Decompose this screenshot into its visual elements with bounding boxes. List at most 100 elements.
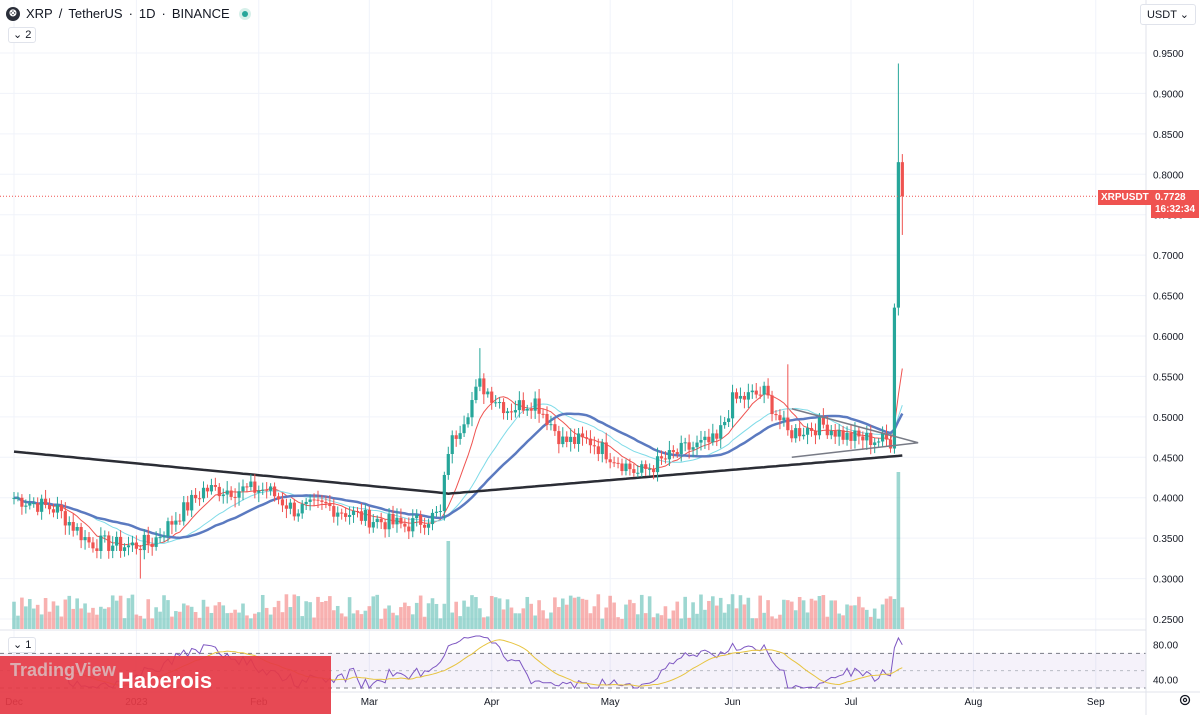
candle-body	[253, 481, 257, 493]
candle-body	[446, 454, 450, 475]
indicator-toggle[interactable]: ⌄ 2	[8, 27, 37, 43]
candle-body	[430, 512, 435, 525]
exchange: BINANCE	[171, 6, 230, 21]
volume-bar	[628, 599, 632, 629]
candle-body	[655, 456, 660, 473]
volume-bar	[707, 600, 711, 629]
candle-body	[32, 503, 36, 505]
volume-bar	[691, 602, 695, 629]
volume-bar	[738, 595, 743, 629]
interval[interactable]: 1D	[138, 6, 156, 21]
volume-bar	[857, 596, 861, 629]
candle-body	[419, 514, 423, 525]
volume-bar	[174, 611, 178, 629]
candle-body	[186, 502, 190, 511]
candle-body	[604, 442, 608, 460]
symbol-price-tag: XRPUSDT	[1098, 190, 1152, 205]
volume-bar	[868, 616, 873, 629]
price-tick-label: 0.4000	[1153, 494, 1184, 505]
volume-bar	[872, 608, 877, 629]
volume-bar	[130, 594, 135, 629]
volume-bar	[505, 599, 510, 629]
volume-bar	[572, 597, 577, 629]
candle-body	[462, 424, 466, 434]
candle-body	[632, 469, 636, 473]
candle-body	[126, 545, 131, 548]
candle-body	[134, 542, 138, 549]
candle-body	[636, 472, 640, 474]
volume-bar	[568, 595, 573, 629]
candle-body	[754, 390, 758, 395]
candle-body	[336, 512, 340, 517]
candle-body	[505, 411, 510, 414]
volume-bar	[537, 600, 541, 629]
volume-bar	[493, 597, 498, 629]
candle-body	[225, 490, 229, 495]
candle-body	[521, 400, 525, 411]
indicator-count: 2	[25, 29, 32, 41]
volume-bar	[166, 600, 170, 629]
volume-bar	[564, 604, 569, 629]
candle-body	[99, 535, 103, 551]
volume-bar	[209, 612, 214, 629]
volume-bar	[233, 609, 237, 629]
volume-bar	[529, 603, 534, 629]
candle-body	[699, 440, 703, 443]
volume-bar	[462, 600, 466, 629]
market-open-icon	[241, 10, 248, 17]
volume-bar	[695, 613, 699, 629]
volume-bar	[379, 618, 383, 629]
candle-body	[434, 511, 439, 513]
candle-body	[517, 400, 521, 411]
volume-bar	[276, 600, 281, 629]
candle-body	[884, 433, 889, 440]
candle-body	[229, 490, 233, 497]
gear-icon[interactable]	[1178, 693, 1192, 707]
volume-bar	[324, 600, 328, 629]
candle-body	[727, 418, 731, 422]
volume-bar	[596, 594, 601, 629]
candle-body	[375, 518, 379, 523]
bar-countdown: 16:32:34	[1155, 204, 1196, 215]
volume-bar	[663, 606, 668, 629]
candle-body	[490, 391, 494, 403]
candle-body	[237, 491, 241, 498]
candle-body	[411, 518, 415, 532]
volume-bar	[876, 618, 881, 629]
candle-body	[426, 524, 431, 528]
candle-body	[888, 439, 893, 449]
xrp-logo-icon: ⊗	[6, 6, 20, 21]
candle-body	[474, 386, 478, 401]
candle-body	[450, 435, 454, 455]
candle-body	[194, 494, 198, 499]
candle-body	[391, 514, 395, 525]
volume-bar	[639, 594, 644, 629]
symbol[interactable]: XRP	[26, 6, 53, 21]
last-price-box: 0.7728 16:32:34	[1151, 190, 1200, 218]
volume-bar	[450, 612, 455, 629]
candle-body	[794, 428, 798, 439]
candle-body	[292, 502, 296, 517]
volume-bar	[793, 610, 798, 629]
candle-body	[675, 452, 679, 454]
candle-body	[730, 392, 735, 419]
rsi-pane-toggle[interactable]: ⌄ 1	[8, 637, 37, 653]
volume-bar	[35, 604, 40, 629]
volume-bar	[158, 611, 162, 629]
candle-body	[900, 162, 904, 197]
candle-body	[269, 486, 273, 491]
candle-body	[865, 433, 869, 441]
volume-bar	[722, 612, 727, 629]
candle-body	[486, 391, 490, 395]
volume-bar	[766, 600, 770, 629]
symbol-separator: /	[58, 6, 63, 21]
candle-body	[880, 433, 885, 442]
price-tick-label: 0.7000	[1153, 251, 1184, 262]
volume-bar	[99, 606, 103, 629]
price-tick-label: 0.4500	[1153, 453, 1184, 464]
currency-selector[interactable]: USDT ⌄	[1139, 4, 1196, 25]
volume-bar	[201, 599, 206, 629]
candle-body	[853, 430, 857, 441]
volume-bar	[256, 612, 261, 629]
